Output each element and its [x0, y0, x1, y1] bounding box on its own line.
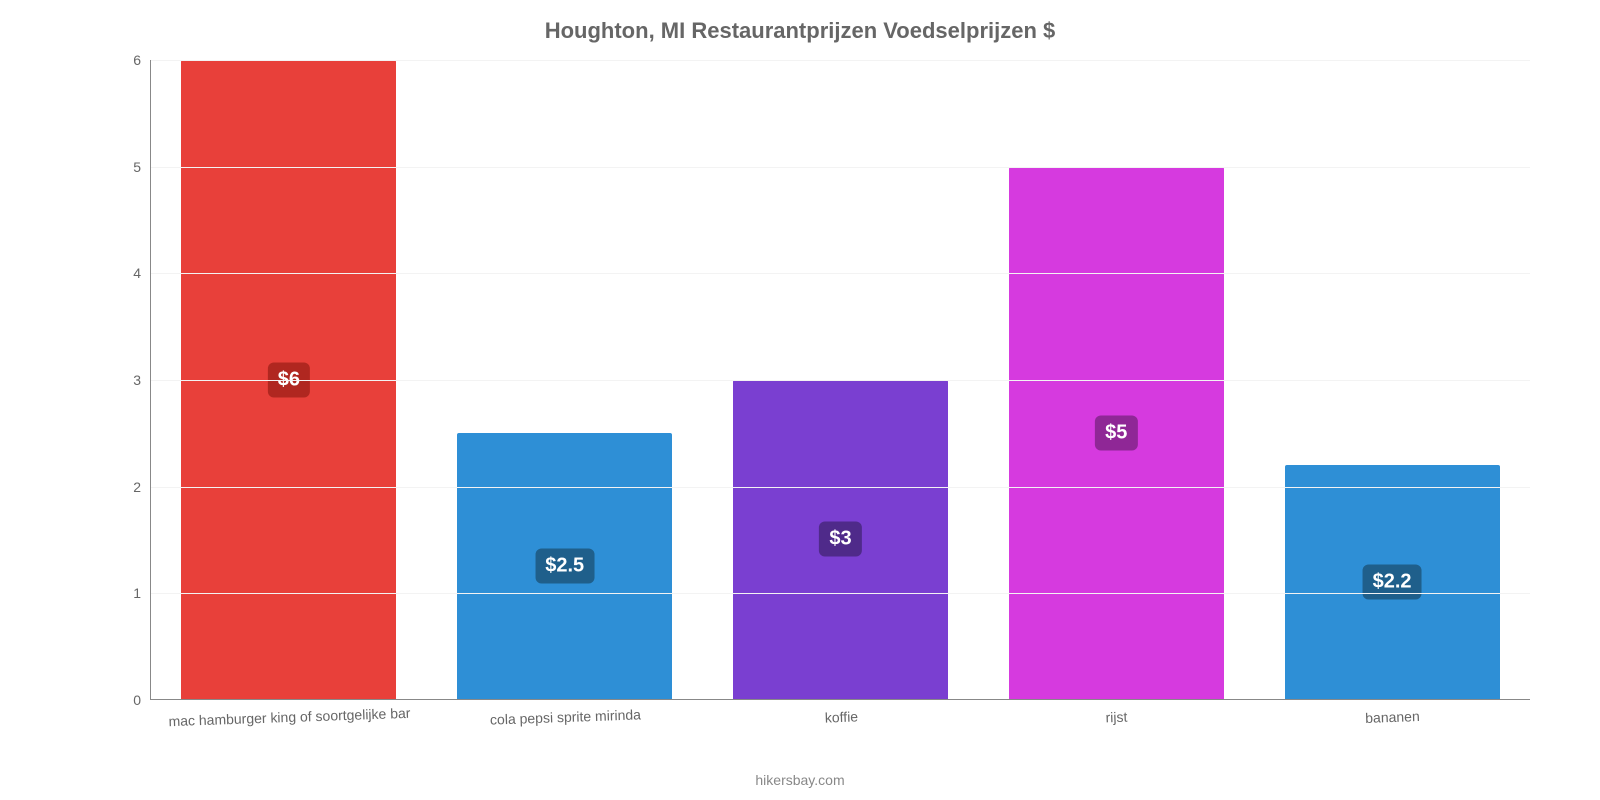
value-badge: $3 — [819, 522, 861, 557]
x-axis-label: bananen — [1254, 696, 1530, 730]
y-tick-label: 0 — [133, 692, 151, 708]
x-axis-label: cola pepsi sprite mirinda — [427, 696, 703, 730]
y-tick-label: 2 — [133, 479, 151, 495]
bar: $5 — [1009, 167, 1224, 700]
grid-line — [151, 273, 1530, 274]
price-bar-chart: Houghton, MI Restaurantprijzen Voedselpr… — [0, 0, 1600, 800]
y-tick-label: 1 — [133, 585, 151, 601]
grid-line — [151, 380, 1530, 381]
x-axis-labels: mac hamburger king of soortgelijke barco… — [151, 699, 1530, 723]
y-tick-label: 4 — [133, 265, 151, 281]
grid-line — [151, 60, 1530, 61]
grid-line — [151, 487, 1530, 488]
x-axis-label: mac hamburger king of soortgelijke bar — [151, 696, 427, 730]
chart-title: Houghton, MI Restaurantprijzen Voedselpr… — [0, 18, 1600, 44]
bar: $2.5 — [457, 433, 672, 699]
attribution-text: hikersbay.com — [0, 772, 1600, 788]
y-tick-label: 5 — [133, 159, 151, 175]
grid-line — [151, 593, 1530, 594]
bar: $2.2 — [1285, 465, 1500, 699]
x-axis-label: koffie — [703, 696, 979, 730]
grid-line — [151, 167, 1530, 168]
value-badge: $5 — [1095, 415, 1137, 450]
x-axis-label: rijst — [978, 696, 1254, 730]
plot-area: $6$2.5$3$5$2.2 mac hamburger king of soo… — [150, 60, 1530, 700]
bar: $3 — [733, 380, 948, 700]
y-tick-label: 3 — [133, 372, 151, 388]
y-tick-label: 6 — [133, 52, 151, 68]
value-badge: $2.5 — [535, 548, 594, 583]
